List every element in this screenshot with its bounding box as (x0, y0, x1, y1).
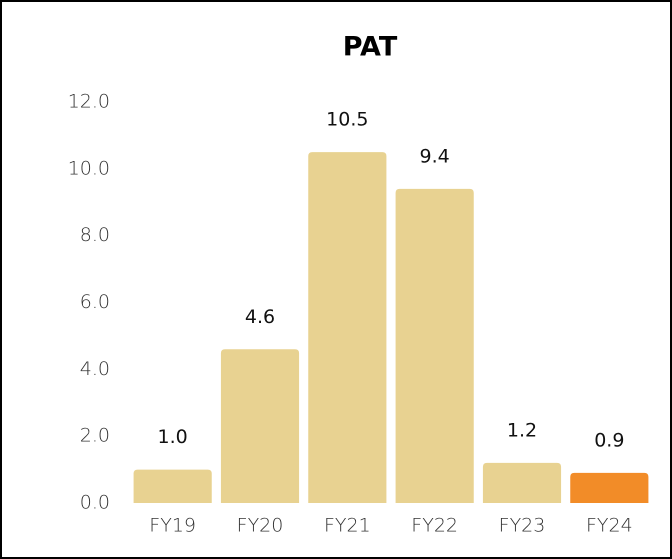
bar (220, 349, 300, 503)
data-label: 1.0 (158, 426, 188, 448)
chart-title: PAT (343, 32, 398, 63)
data-label: 9.4 (420, 145, 450, 167)
bar (308, 152, 387, 503)
y-tick-label: 10.0 (68, 157, 110, 179)
y-tick-label: 0.0 (80, 492, 110, 514)
data-label: 10.5 (326, 109, 368, 131)
x-tick-label: FY23 (499, 515, 546, 537)
x-tick-label: FY19 (149, 515, 196, 537)
data-label: 0.9 (594, 429, 624, 451)
y-tick-label: 2.0 (80, 425, 110, 447)
y-tick-label: 12.0 (68, 91, 110, 113)
bar (395, 188, 474, 503)
y-tick-label: 4.0 (80, 358, 110, 380)
y-tick-label: 8.0 (80, 224, 110, 246)
data-label: 1.2 (507, 419, 537, 441)
bar (133, 469, 212, 503)
y-tick-label: 6.0 (80, 291, 110, 313)
x-tick-label: FY22 (411, 515, 458, 537)
x-tick-label: FY21 (324, 515, 371, 537)
x-tick-label: FY24 (586, 515, 633, 537)
bar (570, 472, 649, 503)
data-label: 4.6 (245, 306, 275, 328)
bar (482, 462, 562, 503)
x-tick-label: FY20 (237, 515, 284, 537)
